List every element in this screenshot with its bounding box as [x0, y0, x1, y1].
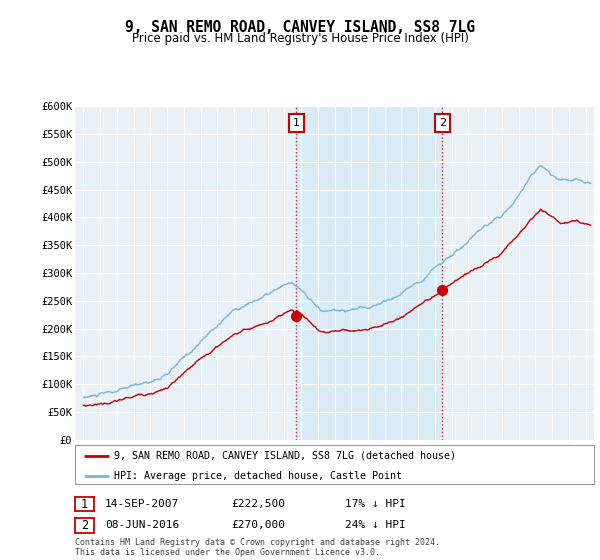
Text: 17% ↓ HPI: 17% ↓ HPI	[345, 499, 406, 509]
Text: 9, SAN REMO ROAD, CANVEY ISLAND, SS8 7LG (detached house): 9, SAN REMO ROAD, CANVEY ISLAND, SS8 7LG…	[114, 451, 456, 461]
Text: £270,000: £270,000	[231, 520, 285, 530]
Text: HPI: Average price, detached house, Castle Point: HPI: Average price, detached house, Cast…	[114, 471, 402, 481]
Text: £222,500: £222,500	[231, 499, 285, 509]
Text: 2: 2	[439, 118, 446, 128]
Text: 14-SEP-2007: 14-SEP-2007	[105, 499, 179, 509]
Text: 1: 1	[293, 118, 299, 128]
Text: Price paid vs. HM Land Registry's House Price Index (HPI): Price paid vs. HM Land Registry's House …	[131, 32, 469, 45]
Text: 24% ↓ HPI: 24% ↓ HPI	[345, 520, 406, 530]
Text: Contains HM Land Registry data © Crown copyright and database right 2024.
This d: Contains HM Land Registry data © Crown c…	[75, 538, 440, 557]
Text: 9, SAN REMO ROAD, CANVEY ISLAND, SS8 7LG: 9, SAN REMO ROAD, CANVEY ISLAND, SS8 7LG	[125, 20, 475, 35]
Text: 2: 2	[81, 519, 88, 532]
Bar	[296, 106, 442, 440]
Text: 08-JUN-2016: 08-JUN-2016	[105, 520, 179, 530]
Text: 1: 1	[81, 497, 88, 511]
